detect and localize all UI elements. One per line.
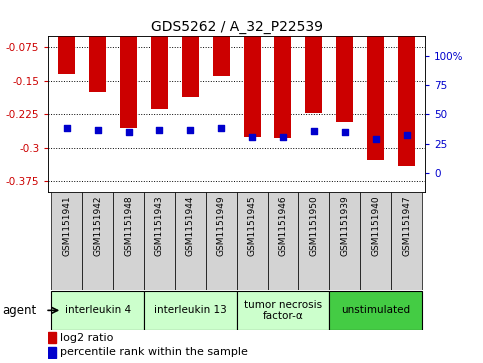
Text: GSM1151944: GSM1151944: [186, 195, 195, 256]
Bar: [206, 192, 237, 290]
Text: interleukin 13: interleukin 13: [154, 305, 227, 315]
Bar: [398, 14, 415, 166]
Point: [63, 126, 71, 131]
Bar: [237, 192, 268, 290]
Bar: [274, 14, 291, 138]
Text: tumor necrosis
factor-α: tumor necrosis factor-α: [244, 299, 322, 321]
Bar: [48, 347, 56, 358]
Bar: [144, 192, 175, 290]
Point: [125, 129, 132, 135]
Text: GSM1151941: GSM1151941: [62, 195, 71, 256]
Bar: [51, 192, 82, 290]
Text: GSM1151949: GSM1151949: [217, 195, 226, 256]
Text: GSM1151947: GSM1151947: [402, 195, 411, 256]
Text: GSM1151948: GSM1151948: [124, 195, 133, 256]
Text: GSM1151939: GSM1151939: [340, 195, 349, 256]
Bar: [175, 192, 206, 290]
Bar: [237, 291, 329, 330]
Text: GSM1151950: GSM1151950: [310, 195, 318, 256]
Bar: [360, 192, 391, 290]
Point: [403, 132, 411, 138]
Bar: [367, 14, 384, 160]
Text: GSM1151942: GSM1151942: [93, 195, 102, 256]
Bar: [144, 291, 237, 330]
Bar: [89, 14, 106, 92]
Bar: [182, 14, 199, 97]
Bar: [329, 192, 360, 290]
Bar: [151, 14, 168, 109]
Point: [156, 127, 163, 132]
Title: GDS5262 / A_32_P22539: GDS5262 / A_32_P22539: [151, 20, 323, 34]
Text: GSM1151943: GSM1151943: [155, 195, 164, 256]
Bar: [391, 192, 422, 290]
Text: percentile rank within the sample: percentile rank within the sample: [59, 347, 247, 358]
Point: [310, 128, 318, 134]
Bar: [48, 333, 56, 343]
Bar: [329, 291, 422, 330]
Text: GSM1151945: GSM1151945: [248, 195, 256, 256]
Bar: [213, 14, 230, 76]
Text: interleukin 4: interleukin 4: [65, 305, 131, 315]
Point: [186, 127, 194, 132]
Bar: [336, 14, 353, 122]
Bar: [243, 14, 261, 136]
Point: [341, 129, 349, 135]
Bar: [305, 14, 322, 113]
Bar: [113, 192, 144, 290]
Point: [248, 134, 256, 139]
Point: [94, 127, 101, 132]
Text: GSM1151940: GSM1151940: [371, 195, 380, 256]
Bar: [58, 14, 75, 74]
Bar: [268, 192, 298, 290]
Text: agent: agent: [2, 304, 37, 317]
Bar: [51, 291, 144, 330]
Point: [279, 134, 287, 139]
Point: [217, 126, 225, 131]
Text: unstimulated: unstimulated: [341, 305, 410, 315]
Text: GSM1151946: GSM1151946: [279, 195, 287, 256]
Bar: [82, 192, 113, 290]
Bar: [120, 14, 137, 128]
Text: log2 ratio: log2 ratio: [59, 333, 113, 343]
Bar: [298, 192, 329, 290]
Point: [372, 136, 380, 142]
